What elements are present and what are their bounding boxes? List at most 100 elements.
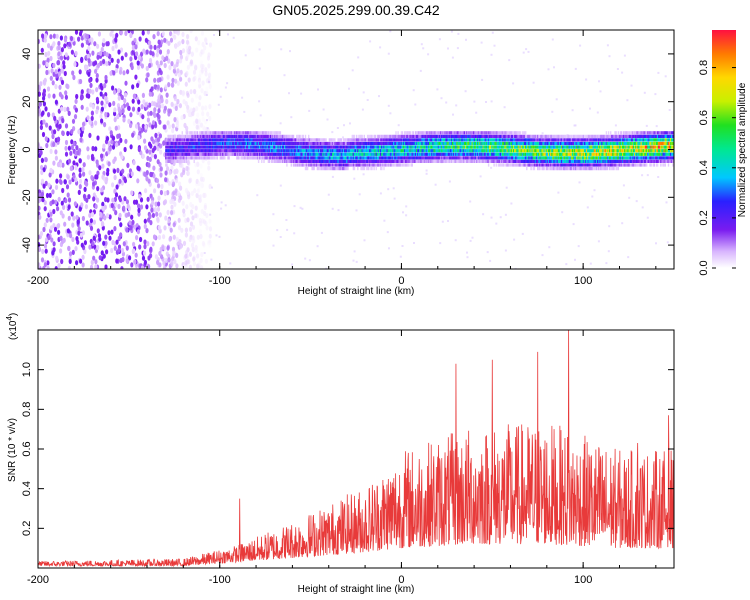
- noise-cell: [197, 181, 201, 187]
- band-cell: [213, 134, 215, 138]
- band-cell: [406, 152, 408, 156]
- band-cell: [291, 152, 294, 156]
- noise-cell: [60, 106, 64, 112]
- band-cell: [389, 149, 392, 153]
- band-cell: [383, 159, 385, 163]
- band-cell: [306, 149, 309, 153]
- band-cell: [181, 141, 183, 146]
- noise-cell: [74, 246, 78, 252]
- noise-cell: [147, 162, 151, 168]
- band-cell: [263, 145, 265, 149]
- band-cell: [309, 163, 311, 167]
- band-cell: [511, 131, 514, 135]
- band-cell: [518, 152, 520, 156]
- band-cell: [547, 149, 550, 153]
- band-cell: [372, 145, 374, 149]
- noise-cell: [163, 62, 167, 69]
- noise-cell: [208, 115, 212, 122]
- noise-cell: [159, 87, 163, 93]
- band-cell: [214, 141, 216, 146]
- band-cell: [467, 145, 469, 149]
- noise-cell: [94, 203, 98, 210]
- band-cell: [357, 149, 359, 153]
- band-cell: [378, 145, 381, 149]
- band-cell: [497, 138, 500, 142]
- noise-cell: [114, 43, 118, 49]
- noise-cell: [114, 210, 118, 216]
- band-cell: [381, 145, 383, 149]
- band-cell: [407, 156, 409, 160]
- noise-cell: [81, 167, 85, 173]
- noise-cell: [169, 37, 174, 43]
- band-cell: [399, 134, 401, 138]
- band-cell: [496, 131, 498, 135]
- noise-cell: [133, 259, 137, 265]
- noise-cell: [111, 135, 116, 141]
- band-cell: [322, 149, 324, 153]
- noise-cell: [189, 89, 193, 95]
- band-cell: [472, 159, 475, 163]
- band-cell: [236, 149, 238, 153]
- band-cell: [468, 134, 470, 138]
- noise-cell: [186, 64, 190, 70]
- band-cell: [237, 141, 239, 146]
- band-cell: [255, 152, 258, 156]
- band-cell: [537, 152, 539, 156]
- band-cell: [535, 159, 538, 163]
- band-cell: [220, 134, 223, 138]
- band-cell: [526, 149, 528, 153]
- noise-cell: [153, 44, 157, 51]
- band-cell: [236, 138, 238, 142]
- band-cell: [387, 149, 389, 153]
- noise-cell: [94, 120, 98, 126]
- noise-cell: [55, 178, 59, 184]
- band-cell: [290, 152, 292, 156]
- band-cell: [426, 159, 429, 163]
- band-cell: [478, 156, 480, 160]
- band-cell: [294, 159, 297, 163]
- band-cell: [204, 134, 206, 138]
- band-cell: [290, 134, 292, 138]
- band-cell: [435, 149, 437, 153]
- band-cell: [498, 138, 501, 142]
- band-cell: [442, 138, 444, 142]
- noise-cell: [132, 93, 136, 99]
- scatter-cell: [439, 242, 442, 245]
- band-cell: [387, 145, 389, 149]
- band-cell: [539, 163, 541, 167]
- band-cell: [513, 156, 515, 160]
- band-cell: [441, 131, 443, 135]
- band-cell: [527, 156, 529, 160]
- noise-cell: [201, 240, 205, 247]
- band-cell: [514, 159, 516, 163]
- noise-cell: [186, 217, 190, 223]
- noise-cell: [122, 70, 126, 76]
- band-cell: [180, 156, 182, 160]
- band-cell: [182, 149, 184, 153]
- band-cell: [522, 134, 525, 138]
- band-cell: [519, 134, 521, 138]
- band-cell: [515, 141, 517, 146]
- band-cell: [171, 145, 174, 149]
- scatter-cell: [379, 46, 382, 49]
- band-cell: [241, 149, 243, 153]
- band-cell: [203, 138, 205, 142]
- band-cell: [552, 167, 554, 171]
- scatter-cell: [512, 82, 515, 85]
- band-cell: [224, 152, 226, 156]
- noise-cell: [163, 105, 167, 111]
- band-cell: [533, 163, 536, 167]
- band-cell: [478, 145, 480, 149]
- band-cell: [176, 149, 178, 153]
- band-cell: [323, 152, 325, 156]
- noise-cell: [148, 122, 152, 128]
- band-cell: [523, 156, 526, 160]
- band-cell: [377, 138, 380, 142]
- band-cell: [285, 149, 287, 153]
- band-cell: [350, 163, 352, 167]
- band-cell: [224, 149, 226, 153]
- scatter-cell: [574, 258, 576, 261]
- band-cell: [484, 156, 487, 160]
- band-cell: [211, 152, 213, 156]
- band-cell: [482, 152, 484, 156]
